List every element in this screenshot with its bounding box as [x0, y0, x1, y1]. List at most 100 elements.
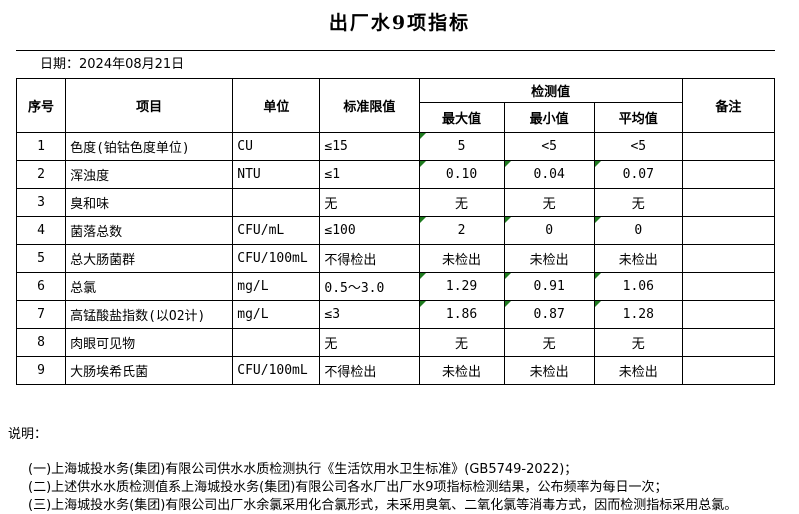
row-avg: 无 [593, 188, 683, 217]
row-unit: mg/L [232, 272, 321, 301]
row-max: 0.10 [418, 160, 505, 189]
row-avg: 1.28 [593, 300, 683, 329]
row-max: 1.29 [418, 272, 505, 301]
row-min: 未检出 [503, 244, 595, 273]
row-avg: <5 [593, 132, 683, 161]
row-unit: CFU/100mL [232, 356, 321, 385]
table-row: 2 浑浊度 NTU ≤1 0.10 0.04 0.07 [15, 160, 776, 189]
row-min: 0.04 [503, 160, 595, 189]
row-no: 9 [15, 356, 67, 385]
row-no: 2 [15, 160, 67, 189]
row-unit: CFU/mL [232, 216, 321, 245]
row-no: 1 [15, 132, 67, 161]
row-min: 无 [503, 188, 595, 217]
row-unit [232, 188, 321, 217]
col-header-remark: 备注 [681, 78, 776, 133]
row-item: 臭和味 [65, 188, 234, 217]
row-max: 未检出 [418, 356, 505, 385]
table-row: 5 总大肠菌群 CFU/100mL 不得检出 未检出 未检出 未检出 [15, 244, 776, 273]
row-unit: CFU/100mL [232, 244, 321, 273]
row-remark [681, 160, 776, 189]
col-header-min: 最小值 [503, 102, 595, 133]
col-header-avg: 平均值 [593, 102, 683, 133]
table-row: 6 总氯 mg/L 0.5～3.0 1.29 0.91 1.06 [15, 272, 776, 301]
row-item: 总氯 [65, 272, 234, 301]
col-header-item: 项目 [65, 78, 234, 133]
row-item: 色度(铂钴色度单位) [65, 132, 234, 161]
row-limit: ≤100 [319, 216, 420, 245]
indicators-table: 序号 项目 单位 标准限值 检测值 备注 最大值 最小值 平均值 1 色度(铂钴… [15, 78, 776, 385]
row-item: 菌落总数 [65, 216, 234, 245]
table-row: 9 大肠埃希氏菌 CFU/100mL 不得检出 未检出 未检出 未检出 [15, 356, 776, 385]
row-min: 0.87 [503, 300, 595, 329]
row-max: 5 [418, 132, 505, 161]
row-limit: ≤1 [319, 160, 420, 189]
row-item: 浑浊度 [65, 160, 234, 189]
row-no: 7 [15, 300, 67, 329]
page-title: 出厂水9项指标 [328, 12, 471, 34]
row-avg: 未检出 [593, 244, 683, 273]
col-header-max: 最大值 [418, 102, 505, 133]
row-item: 肉眼可见物 [65, 328, 234, 357]
row-item: 大肠埃希氏菌 [65, 356, 234, 385]
row-no: 4 [15, 216, 67, 245]
row-no: 8 [15, 328, 67, 357]
row-avg: 未检出 [593, 356, 683, 385]
row-unit: CU [232, 132, 321, 161]
row-avg: 1.06 [593, 272, 683, 301]
row-min: <5 [503, 132, 595, 161]
row-no: 5 [15, 244, 67, 273]
row-max: 无 [418, 328, 505, 357]
table-row: 4 菌落总数 CFU/mL ≤100 2 0 0 [15, 216, 776, 245]
row-max: 2 [418, 216, 505, 245]
row-max: 未检出 [418, 244, 505, 273]
row-limit: ≤15 [319, 132, 420, 161]
notes-title: 说明： [8, 427, 48, 442]
row-max: 1.86 [418, 300, 505, 329]
row-avg: 0.07 [593, 160, 683, 189]
row-max: 无 [418, 188, 505, 217]
row-min: 未检出 [503, 356, 595, 385]
table-row: 3 臭和味 无 无 无 无 [15, 188, 776, 217]
row-min: 0.91 [503, 272, 595, 301]
note-line-2: (二)上述供水水质检测值系上海城投水务(集团)有限公司各水厂出厂水9项指标检测结… [28, 480, 668, 495]
row-remark [681, 132, 776, 161]
row-no: 6 [15, 272, 67, 301]
row-remark [681, 244, 776, 273]
row-min: 0 [503, 216, 595, 245]
row-remark [681, 328, 776, 357]
row-limit: 无 [319, 188, 420, 217]
table-row: 7 高锰酸盐指数(以O2计) mg/L ≤3 1.86 0.87 1.28 [15, 300, 776, 329]
row-limit: 0.5～3.0 [319, 272, 420, 301]
row-limit: 无 [319, 328, 420, 357]
notes-section: 说明： (一)上海城投水务(集团)有限公司供水水质检测执行《生活饮用水卫生标准》… [8, 423, 799, 513]
col-header-no: 序号 [15, 78, 67, 133]
row-remark [681, 356, 776, 385]
row-avg: 0 [593, 216, 683, 245]
row-limit: 不得检出 [319, 356, 420, 385]
row-remark [681, 216, 776, 245]
row-item: 总大肠菌群 [65, 244, 234, 273]
row-avg: 无 [593, 328, 683, 357]
col-header-detection: 检测值 [418, 78, 683, 103]
row-unit: mg/L [232, 300, 321, 329]
table-row: 8 肉眼可见物 无 无 无 无 [15, 328, 776, 357]
row-remark [681, 300, 776, 329]
table-row: 1 色度(铂钴色度单位) CU ≤15 5 <5 <5 [15, 132, 776, 161]
date-band: 日期：2024年08月21日 [16, 50, 775, 78]
col-header-limit: 标准限值 [319, 78, 420, 133]
row-unit [232, 328, 321, 357]
row-remark [681, 272, 776, 301]
col-header-unit: 单位 [232, 78, 321, 133]
row-unit: NTU [232, 160, 321, 189]
row-remark [681, 188, 776, 217]
row-limit: ≤3 [319, 300, 420, 329]
row-no: 3 [15, 188, 67, 217]
row-min: 无 [503, 328, 595, 357]
row-limit: 不得检出 [319, 244, 420, 273]
date-label: 日期：2024年08月21日 [40, 57, 185, 72]
row-item: 高锰酸盐指数(以O2计) [65, 300, 234, 329]
note-line-3: (三)上海城投水务(集团)有限公司出厂水余氯采用化合氯形式，未采用臭氧、二氧化氯… [28, 498, 738, 513]
note-line-1: (一)上海城投水务(集团)有限公司供水水质检测执行《生活饮用水卫生标准》(GB5… [28, 462, 578, 477]
